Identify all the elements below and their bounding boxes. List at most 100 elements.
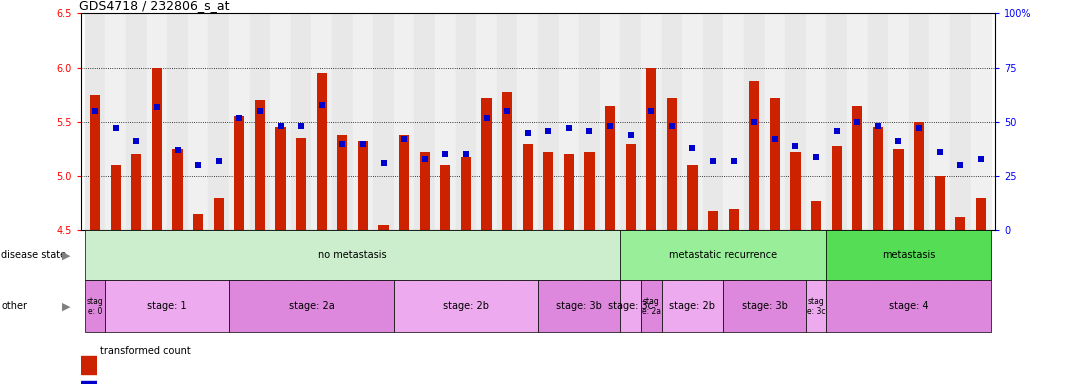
Bar [291,13,311,230]
Bar [641,13,662,230]
Text: ▶: ▶ [62,301,71,311]
Point [807,154,824,160]
Bar [811,201,821,230]
Bar [662,280,723,332]
Point [951,162,968,168]
Point [108,125,125,131]
Bar [353,13,373,230]
Point [230,114,247,121]
Text: other: other [1,301,27,311]
Point [313,101,330,108]
Text: stag
e: 2a: stag e: 2a [641,296,661,316]
Bar [229,280,394,332]
Text: GDS4718 / 232806_s_at: GDS4718 / 232806_s_at [79,0,229,12]
Point [148,104,166,110]
Point [601,123,619,129]
Point [829,127,846,134]
Bar [311,13,332,230]
Point [86,108,103,114]
Bar [229,13,250,230]
Bar [255,100,265,230]
Text: metastatic recurrence: metastatic recurrence [669,250,778,260]
Point [293,123,310,129]
Bar [105,13,126,230]
Text: stage: 3b: stage: 3b [556,301,603,311]
Point [622,132,639,138]
Bar [564,154,575,230]
Bar [518,13,538,230]
Bar [543,152,553,230]
Bar [744,13,765,230]
Bar [605,106,615,230]
Text: stage: 2b: stage: 2b [669,301,716,311]
Bar [373,13,394,230]
Bar [826,280,991,332]
Point [354,141,371,147]
Point [128,138,145,144]
Bar [172,149,183,230]
Bar [826,230,991,280]
Bar [852,106,863,230]
Bar [867,13,888,230]
Point [787,143,804,149]
Point [540,127,557,134]
Bar [275,127,285,230]
Text: stage: 2a: stage: 2a [288,301,335,311]
Bar [250,13,270,230]
Point [725,158,742,164]
Bar [357,141,368,230]
Point [189,162,207,168]
Bar [723,280,806,332]
Point [457,151,475,157]
Point [396,136,413,142]
Bar [806,13,826,230]
Text: stage: 3c: stage: 3c [608,301,653,311]
Bar [523,144,533,230]
Text: disease state: disease state [1,250,67,260]
Point [705,158,722,164]
Bar [394,13,414,230]
Bar [440,166,451,230]
Bar [749,81,760,230]
Point [642,108,660,114]
Bar [847,13,867,230]
Bar [501,91,512,230]
Bar [126,13,146,230]
Text: stage: 2b: stage: 2b [443,301,489,311]
Bar [193,214,203,230]
Text: stage: 4: stage: 4 [889,301,929,311]
Bar [584,152,595,230]
Text: stag
e: 3c: stag e: 3c [807,296,825,316]
Bar [971,13,991,230]
Text: stage: 1: stage: 1 [147,301,187,311]
Bar [394,280,538,332]
Bar [188,13,209,230]
Bar [455,13,477,230]
Bar [769,98,780,230]
Bar [625,144,636,230]
Bar [477,13,497,230]
Bar [558,13,579,230]
Bar [930,13,950,230]
Bar [332,13,353,230]
Bar [621,280,641,332]
Bar [435,13,455,230]
Bar [296,138,307,230]
Point [910,125,928,131]
Text: ▶: ▶ [62,250,71,260]
Bar [399,135,409,230]
Bar [152,68,162,230]
Bar [420,152,429,230]
Bar [538,13,558,230]
Bar [662,13,682,230]
Point [252,108,269,114]
Bar [703,13,723,230]
Bar [791,152,801,230]
Bar [728,209,739,230]
Bar [579,13,599,230]
Point [684,145,702,151]
Text: stag
e: 0: stag e: 0 [87,296,103,316]
Bar [213,198,224,230]
Bar [914,122,924,230]
Point [766,136,783,142]
